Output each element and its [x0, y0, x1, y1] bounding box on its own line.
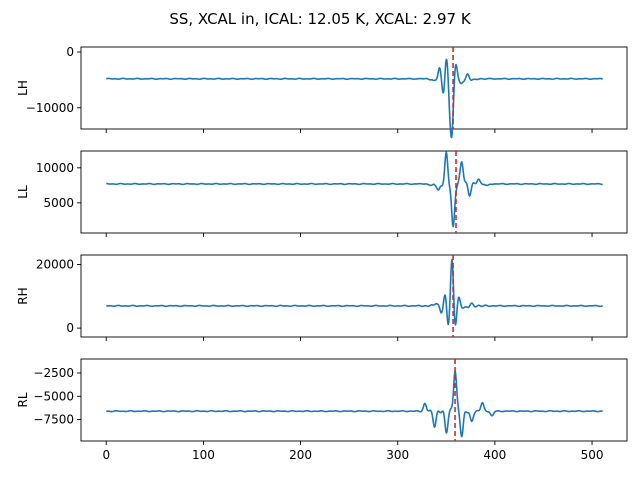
chart-title: SS, XCAL in, ICAL: 12.05 K, XCAL: 2.97 K [169, 10, 472, 28]
series-line [105, 258, 604, 326]
y-axis-label: LL [16, 185, 30, 199]
axes-frame [80, 46, 628, 130]
y-tick-label: −2500 [33, 366, 74, 380]
axes-frame [80, 150, 628, 234]
series-line [105, 151, 604, 228]
y-tick-label: 10000 [36, 161, 74, 175]
x-tick-label: 100 [192, 448, 215, 462]
y-axis-label: RH [16, 287, 30, 304]
y-tick-label: 5000 [43, 196, 74, 210]
x-tick-label: 400 [483, 448, 506, 462]
subplot-lh: 0 −10000 LH [16, 45, 628, 139]
y-tick-label: 20000 [36, 258, 74, 272]
subplot-rh: 0 20000 RH [16, 254, 628, 341]
axes-frame [80, 254, 628, 338]
series-line [105, 370, 604, 438]
y-tick-label: 0 [66, 45, 74, 59]
y-tick-label: −7500 [33, 413, 74, 427]
x-tick-label: 500 [581, 448, 604, 462]
y-tick-label: −10000 [26, 101, 74, 115]
y-tick-label: −5000 [33, 389, 74, 403]
x-tick-label: 300 [386, 448, 409, 462]
x-tick-label: 200 [289, 448, 312, 462]
subplots: 0−10000LH500010000LL020000RH−2500−5000−7… [16, 45, 628, 462]
series-line [105, 58, 604, 139]
y-axis-label: LH [16, 80, 30, 96]
subplot-ll: 5000 10000 LL [16, 150, 628, 237]
axes-frame [80, 358, 628, 442]
x-tick-label: 0 [102, 448, 110, 462]
y-tick-label: 0 [66, 321, 74, 335]
y-axis-label: RL [16, 392, 30, 407]
